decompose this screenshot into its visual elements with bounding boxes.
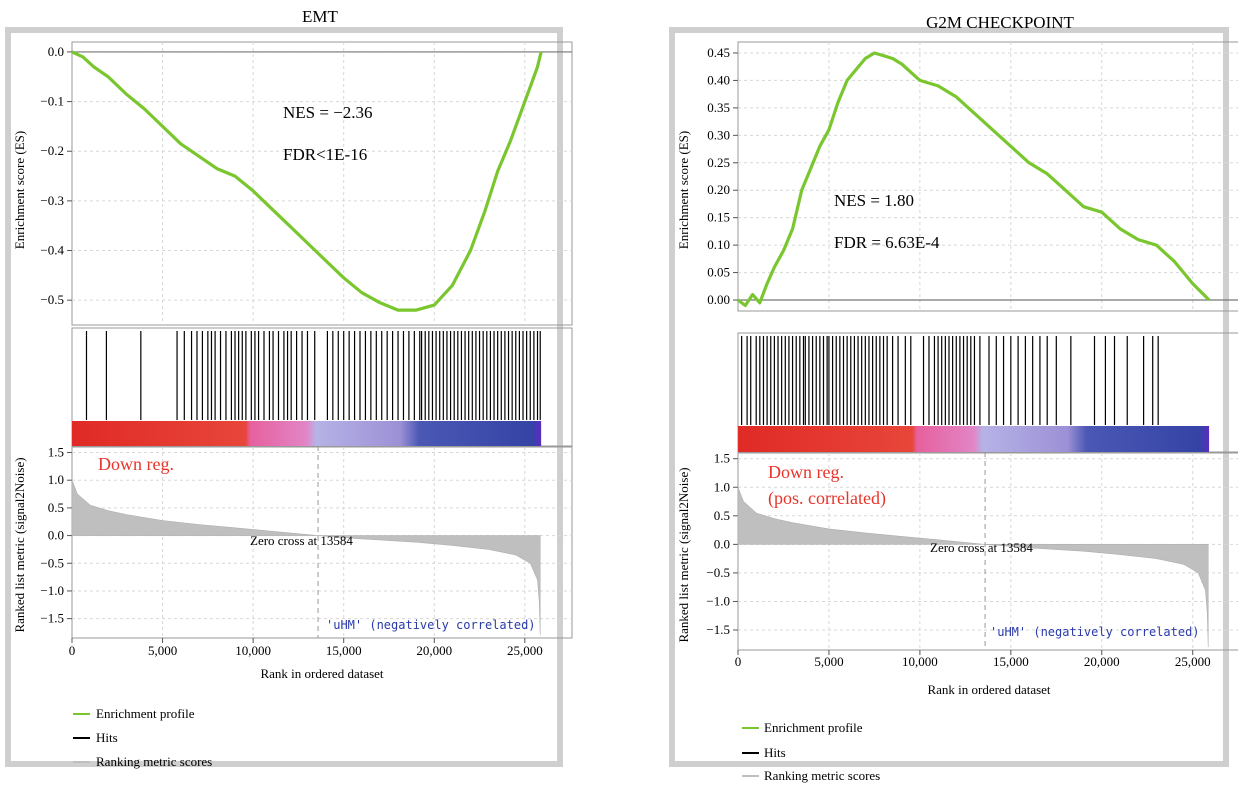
- x-tick-label: 15,000: [993, 654, 1029, 669]
- x-axis-label: Rank in ordered dataset: [927, 682, 1050, 697]
- x-tick-label: 0: [735, 654, 742, 669]
- metric-y-tick-label: 1.5: [714, 451, 730, 466]
- legend-ranking-metric-text: Ranking metric scores: [96, 754, 212, 769]
- metric-y-tick-label: 0.5: [48, 500, 64, 515]
- es-plot-box: [737, 41, 1238, 312]
- fdr-label: FDR = 6.63E-4: [834, 233, 940, 252]
- x-tick-label: 25,000: [507, 643, 543, 658]
- x-tick-label: 5,000: [148, 643, 177, 658]
- metric-y-axis-label: Ranked list metric (signal2Noise): [12, 457, 27, 632]
- chart-title: EMT: [302, 7, 339, 26]
- reg-label: Down reg.: [768, 462, 844, 482]
- fdr-label: FDR<1E-16: [283, 145, 367, 164]
- reg-label-2: (pos. correlated): [768, 488, 886, 509]
- g2m-panel: G2M CHECKPOINT 0.45 0.40 0.35 0.30 0.25 0.20 0.…: [660, 0, 1238, 799]
- es-y-tick-label: 0.0: [48, 44, 64, 59]
- es-y-tick-label: 0.25: [707, 155, 730, 170]
- chart-title: G2M CHECKPOINT: [926, 13, 1074, 32]
- enrichment-profile-line: [737, 51, 1211, 308]
- neg-correlated-label: 'uHM' (negatively correlated): [326, 618, 536, 632]
- metric-y-tick-label: −0.5: [40, 555, 64, 570]
- zero-cross-label: Zero cross at 13584: [250, 533, 353, 548]
- x-tick-label: 25,000: [1175, 654, 1211, 669]
- zero-cross-label: Zero cross at 13584: [930, 540, 1033, 555]
- x-tick-label: 0: [69, 643, 76, 658]
- es-y-tick-label: 0.45: [707, 45, 730, 60]
- metric-y-tick-label: 1.0: [714, 479, 730, 494]
- metric-y-tick-label: −0.5: [706, 565, 730, 580]
- es-y-tick-label: −0.1: [40, 94, 64, 109]
- es-y-axis-label: Enrichment score (ES): [12, 131, 27, 249]
- legend-enrichment-profile-text: Enrichment profile: [96, 706, 195, 721]
- es-y-tick-label: 0.10: [707, 237, 730, 252]
- es-y-tick-label: 0.35: [707, 100, 730, 115]
- ranking-metric-area: [737, 487, 1209, 648]
- x-tick-label: 20,000: [416, 643, 452, 658]
- metric-y-tick-label: −1.5: [40, 611, 64, 626]
- metric-y-tick-label: −1.5: [706, 622, 730, 637]
- enrichment-profile-line: [71, 50, 543, 312]
- x-tick-label: 5,000: [814, 654, 843, 669]
- metric-y-tick-label: −1.0: [706, 593, 730, 608]
- nes-label: NES = 1.80: [834, 191, 914, 210]
- es-plot-box: [71, 41, 573, 326]
- es-y-tick-label: −0.5: [40, 292, 64, 307]
- es-y-tick-label: 0.40: [707, 72, 730, 87]
- neg-correlated-label: 'uHM' (negatively correlated): [990, 625, 1200, 639]
- ranked-color-bar: [738, 426, 1210, 452]
- metric-plot-box: [737, 452, 1238, 651]
- metric-y-tick-label: 0.0: [48, 528, 64, 543]
- es-y-tick-label: 0.30: [707, 127, 730, 142]
- metric-y-tick-label: 1.0: [48, 472, 64, 487]
- x-tick-label: 15,000: [326, 643, 362, 658]
- legend-ranking-metric-text: Ranking metric scores: [764, 768, 880, 783]
- metric-y-tick-label: −1.0: [40, 583, 64, 598]
- es-y-tick-label: −0.4: [40, 243, 64, 258]
- nes-label: NES = −2.36: [283, 103, 373, 122]
- es-y-tick-label: −0.3: [40, 193, 64, 208]
- legend-hits-text: Hits: [764, 745, 786, 760]
- es-y-axis-label: Enrichment score (ES): [676, 131, 691, 249]
- legend-enrichment-profile-text: Enrichment profile: [764, 720, 863, 735]
- x-tick-label: 20,000: [1084, 654, 1120, 669]
- emt-gsea-chart: EMT 0.0 −0.1 −0.2 −0.3 −0.4 −0.5 NES = −2.36 FDR…: [5, 7, 573, 769]
- metric-y-tick-label: 0.5: [714, 508, 730, 523]
- metric-y-axis-label: Ranked list metric (signal2Noise): [676, 467, 691, 642]
- es-y-tick-label: 0.20: [707, 182, 730, 197]
- legend-hits-text: Hits: [96, 730, 118, 745]
- metric-y-tick-label: 0.0: [714, 536, 730, 551]
- metric-plot-box: [71, 446, 573, 639]
- ranked-color-bar: [72, 421, 542, 446]
- reg-label: Down reg.: [98, 454, 174, 474]
- x-tick-label: 10,000: [235, 643, 271, 658]
- es-y-tick-label: 0.05: [707, 265, 730, 280]
- es-y-tick-label: 0.00: [707, 292, 730, 307]
- x-tick-label: 10,000: [902, 654, 938, 669]
- metric-y-tick-label: 1.5: [48, 445, 64, 460]
- ranking-metric-area: [71, 480, 541, 636]
- es-y-tick-label: −0.2: [40, 143, 64, 158]
- emt-panel: EMT 0.0 −0.1 −0.2 −0.3 −0.4 −0.5 NES = −2.36 FDR…: [0, 0, 580, 799]
- x-axis-label: Rank in ordered dataset: [260, 666, 383, 681]
- g2m-gsea-chart: G2M CHECKPOINT 0.45 0.40 0.35 0.30 0.25 0.20 0.…: [669, 13, 1238, 783]
- es-y-tick-label: 0.15: [707, 210, 730, 225]
